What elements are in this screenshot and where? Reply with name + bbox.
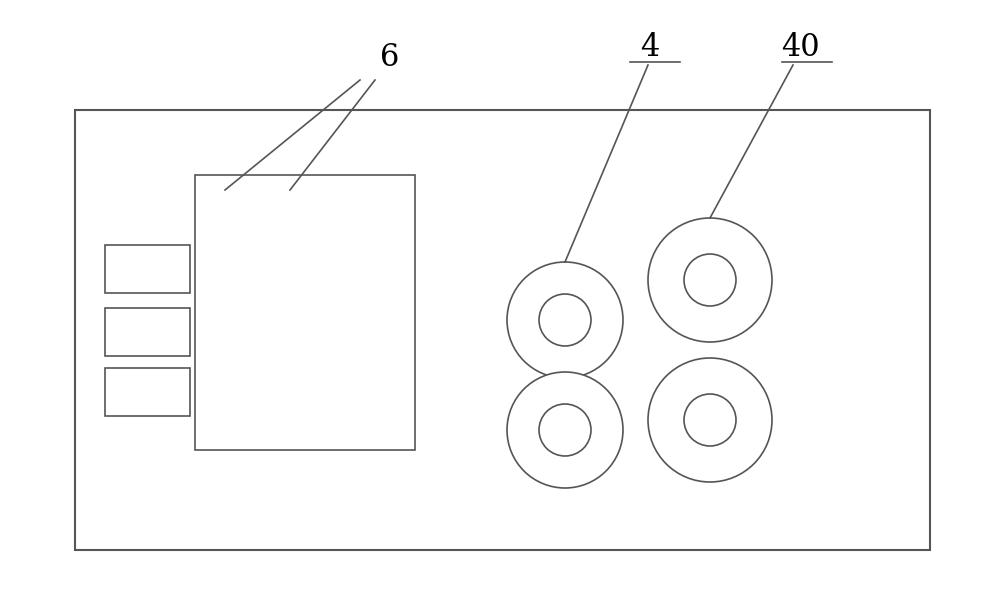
Circle shape — [539, 294, 591, 346]
Circle shape — [507, 372, 623, 488]
Bar — [105, 245, 190, 293]
Circle shape — [539, 404, 591, 456]
Circle shape — [684, 394, 736, 446]
Bar — [75, 110, 930, 550]
Bar — [105, 368, 190, 416]
Circle shape — [648, 358, 772, 482]
Circle shape — [507, 262, 623, 378]
Circle shape — [684, 254, 736, 306]
Bar — [195, 175, 415, 450]
Text: 40: 40 — [781, 33, 819, 63]
Bar — [105, 308, 190, 356]
Text: 6: 6 — [380, 42, 400, 74]
Text: 4: 4 — [640, 33, 660, 63]
Circle shape — [648, 218, 772, 342]
